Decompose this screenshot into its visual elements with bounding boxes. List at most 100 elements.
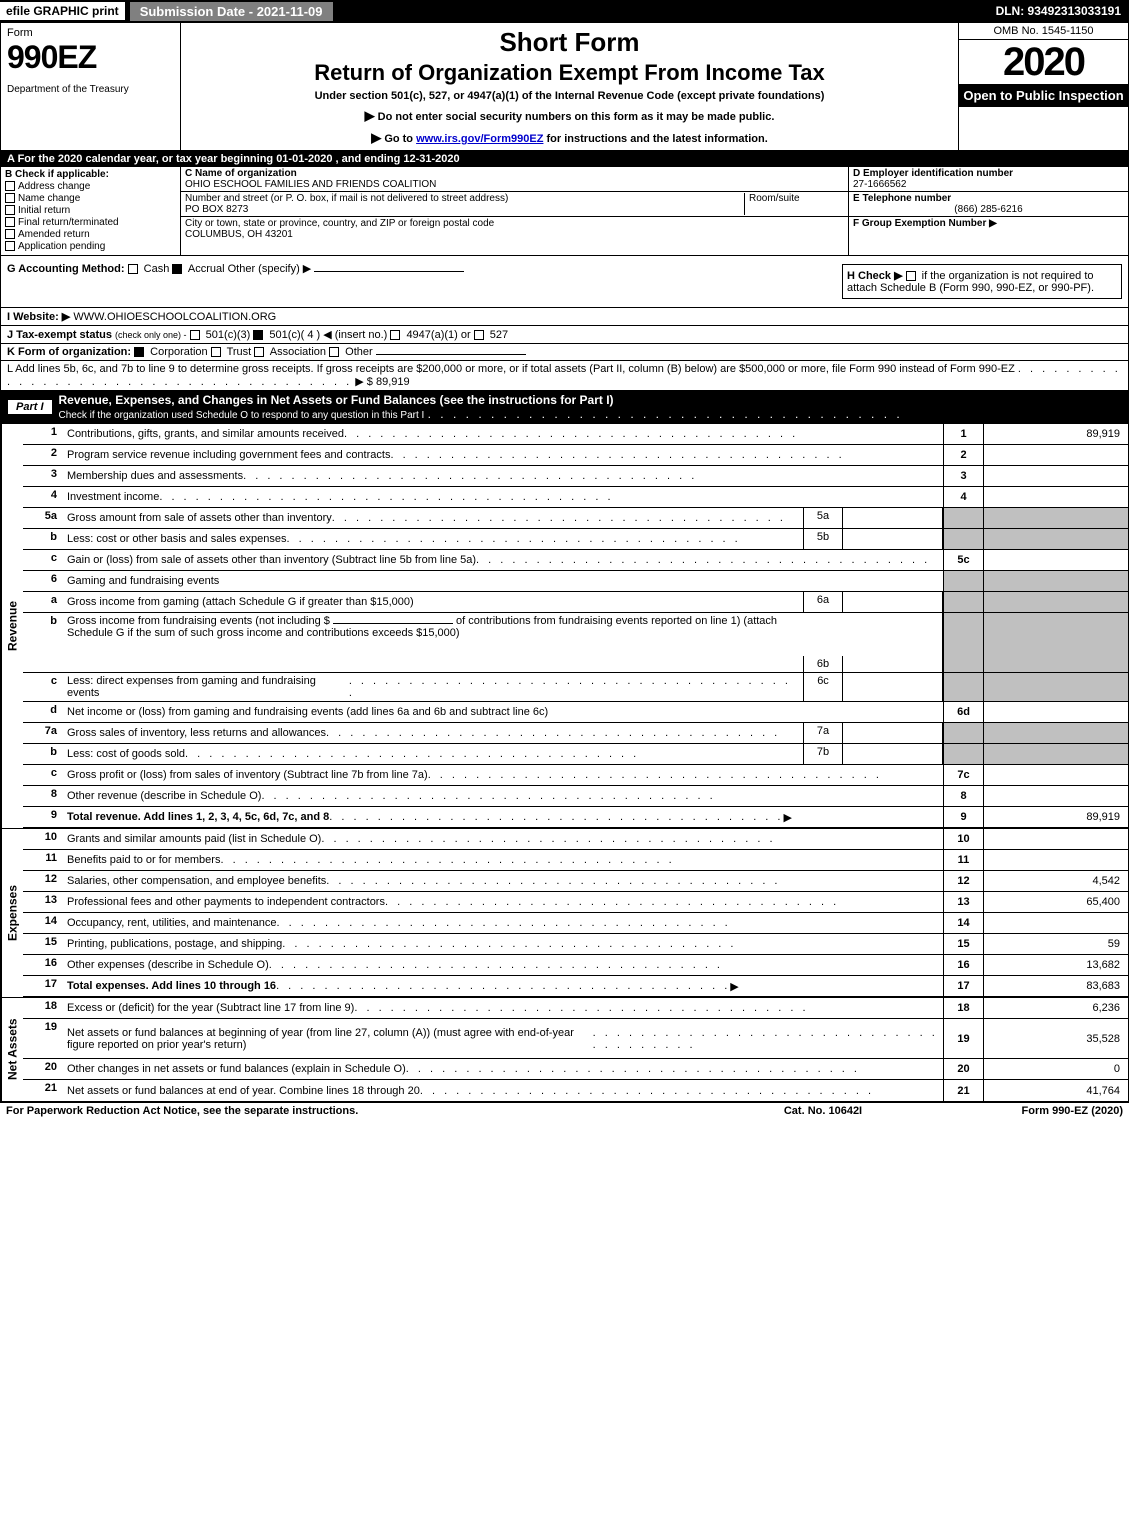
- chk-application-pending[interactable]: Application pending: [5, 241, 176, 252]
- tax-year: 2020: [959, 40, 1128, 84]
- under-section: Under section 501(c), 527, or 4947(a)(1)…: [191, 90, 948, 102]
- l5b-rnum: [943, 529, 983, 549]
- header-left: Form 990EZ Department of the Treasury: [1, 23, 181, 150]
- l5c-val: [983, 550, 1128, 570]
- l19-val: 35,528: [983, 1019, 1128, 1058]
- l8-val: [983, 786, 1128, 806]
- l18-desc: Excess or (deficit) for the year (Subtra…: [67, 1002, 354, 1014]
- chk-501c3[interactable]: [190, 330, 200, 340]
- chk-pending-label: Application pending: [18, 241, 105, 252]
- chk-final-return[interactable]: Final return/terminated: [5, 217, 176, 228]
- efile-label[interactable]: efile GRAPHIC print: [0, 2, 125, 20]
- chk-initial-return[interactable]: Initial return: [5, 205, 176, 216]
- l7b-mnum: 7b: [803, 744, 843, 764]
- l4-val: [983, 487, 1128, 507]
- notice2-prefix: Go to: [384, 133, 416, 145]
- chk-other-org[interactable]: [329, 347, 339, 357]
- open-to-public: Open to Public Inspection: [959, 84, 1128, 107]
- phone-value: (866) 285-6216: [853, 204, 1124, 215]
- l12-desc: Salaries, other compensation, and employ…: [67, 875, 326, 887]
- ein-value: 27-1666562: [853, 179, 1124, 190]
- org-street: PO BOX 8273: [185, 204, 744, 215]
- l13-rnum: 13: [943, 892, 983, 912]
- l6c-num: c: [23, 673, 63, 701]
- l15-desc: Printing, publications, postage, and shi…: [67, 938, 282, 950]
- l6d-desc: Net income or (loss) from gaming and fun…: [67, 706, 548, 718]
- l15-num: 15: [23, 934, 63, 954]
- l20-val: 0: [983, 1059, 1128, 1079]
- l14-rnum: 14: [943, 913, 983, 933]
- l7b-desc: Less: cost of goods sold: [67, 748, 185, 760]
- irs-link[interactable]: www.irs.gov/Form990EZ: [416, 133, 543, 145]
- chk-address-label: Address change: [18, 181, 90, 192]
- part1-title: Revenue, Expenses, and Changes in Net As…: [59, 393, 614, 407]
- l14-val: [983, 913, 1128, 933]
- notice-goto: ▶ Go to www.irs.gov/Form990EZ for instru…: [191, 130, 948, 146]
- l8-desc: Other revenue (describe in Schedule O): [67, 790, 261, 802]
- chk-4947[interactable]: [390, 330, 400, 340]
- chk-527[interactable]: [474, 330, 484, 340]
- revenue-section: Revenue 1Contributions, gifts, grants, a…: [1, 424, 1128, 828]
- website-label: I Website: ▶: [7, 311, 70, 323]
- l8-num: 8: [23, 786, 63, 806]
- l6b-mval: [843, 613, 943, 672]
- l7b-mval: [843, 744, 943, 764]
- l6b-rval: [983, 613, 1128, 672]
- chk-corporation[interactable]: [134, 347, 144, 357]
- chk-schedule-b[interactable]: [906, 271, 916, 281]
- l1-num: 1: [23, 424, 63, 444]
- l16-val: 13,682: [983, 955, 1128, 975]
- group-exemption-label: F Group Exemption Number ▶: [853, 218, 1124, 229]
- j-note: (check only one) -: [115, 330, 187, 340]
- l6c-mnum: 6c: [803, 673, 843, 701]
- l10-rnum: 10: [943, 829, 983, 849]
- l11-val: [983, 850, 1128, 870]
- l13-val: 65,400: [983, 892, 1128, 912]
- l6b-mnum: 6b: [803, 656, 843, 672]
- netassets-label: Net Assets: [1, 998, 23, 1101]
- header-right: OMB No. 1545-1150 2020 Open to Public In…: [958, 23, 1128, 150]
- col-g: G Accounting Method: Cash Accrual Other …: [7, 262, 842, 301]
- l3-val: [983, 466, 1128, 486]
- l5b-mval: [843, 529, 943, 549]
- page-footer: For Paperwork Reduction Act Notice, see …: [0, 1102, 1129, 1119]
- l6a-mval: [843, 592, 943, 612]
- l9-val: 89,919: [983, 807, 1128, 827]
- l12-val: 4,542: [983, 871, 1128, 891]
- l6c-desc: Less: direct expenses from gaming and fu…: [67, 675, 349, 699]
- l6a-rnum: [943, 592, 983, 612]
- l2-val: [983, 445, 1128, 465]
- chk-501c[interactable]: [253, 330, 263, 340]
- l21-desc: Net assets or fund balances at end of ye…: [67, 1085, 420, 1097]
- l10-val: [983, 829, 1128, 849]
- l6c-mval: [843, 673, 943, 701]
- ein-label: D Employer identification number: [853, 168, 1124, 179]
- row-l-gross-receipts: L Add lines 5b, 6c, and 7b to line 9 to …: [1, 361, 1128, 391]
- l6a-rval: [983, 592, 1128, 612]
- l2-desc: Program service revenue including govern…: [67, 449, 390, 461]
- l5a-rval: [983, 508, 1128, 528]
- col-b-label: B Check if applicable:: [5, 169, 176, 180]
- l1-val: 89,919: [983, 424, 1128, 444]
- chk-cash[interactable]: [128, 264, 138, 274]
- row-k-org-form: K Form of organization: Corporation Trus…: [1, 344, 1128, 361]
- l7a-num: 7a: [23, 723, 63, 743]
- chk-trust[interactable]: [211, 347, 221, 357]
- l6d-val: [983, 702, 1128, 722]
- chk-amended[interactable]: Amended return: [5, 229, 176, 240]
- l8-rnum: 8: [943, 786, 983, 806]
- dept-treasury: Department of the Treasury: [7, 84, 174, 95]
- row-i-website: I Website: ▶ WWW.OHIOESCHOOLCOALITION.OR…: [1, 308, 1128, 326]
- chk-schedule-o[interactable]: [1112, 402, 1122, 412]
- l19-num: 19: [23, 1019, 63, 1058]
- l20-rnum: 20: [943, 1059, 983, 1079]
- l5b-rval: [983, 529, 1128, 549]
- chk-association[interactable]: [254, 347, 264, 357]
- header-center: Short Form Return of Organization Exempt…: [181, 23, 958, 150]
- chk-address-change[interactable]: Address change: [5, 181, 176, 192]
- l5a-rnum: [943, 508, 983, 528]
- col-b-checkboxes: B Check if applicable: Address change Na…: [1, 167, 181, 255]
- chk-accrual[interactable]: [172, 264, 182, 274]
- l1-rnum: 1: [943, 424, 983, 444]
- chk-name-change[interactable]: Name change: [5, 193, 176, 204]
